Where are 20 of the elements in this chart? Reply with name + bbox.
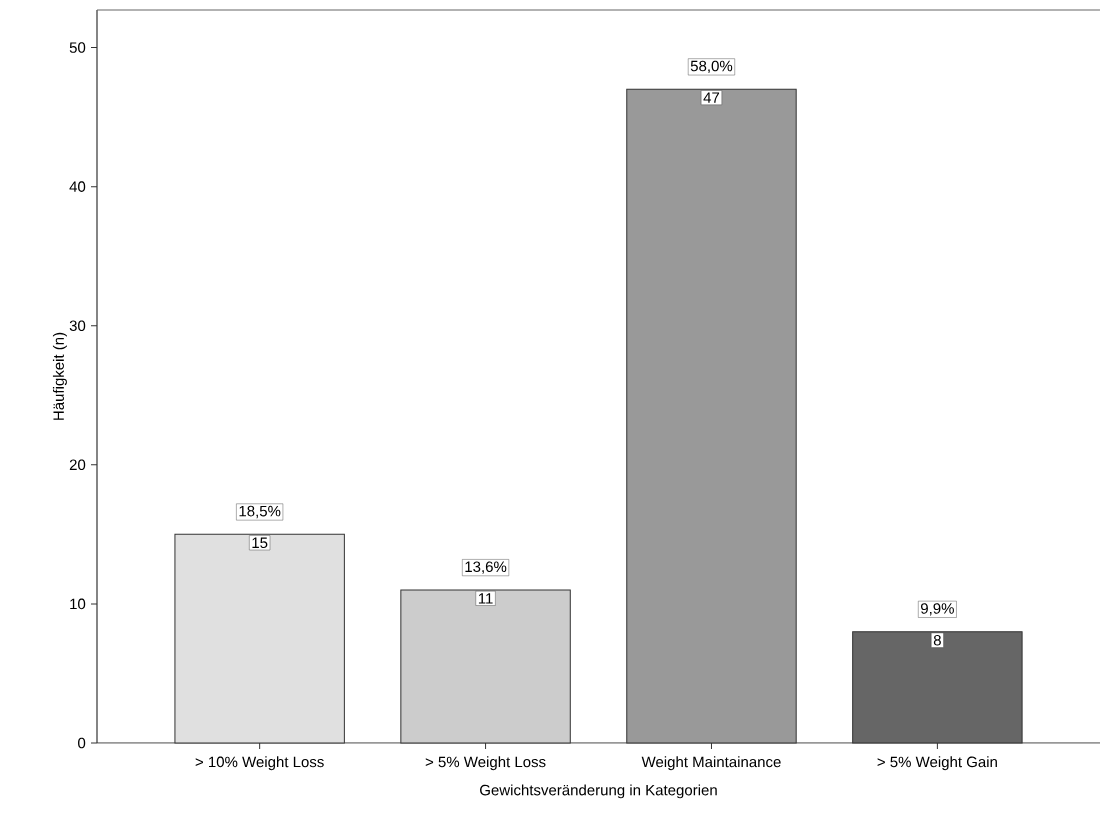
data-label: 15 (252, 537, 268, 549)
annotation: 18,5% (239, 505, 281, 519)
annotation: 9,9% (920, 603, 954, 616)
y-tick-label: 0 (78, 737, 86, 749)
y-tick-label: 50 (69, 42, 86, 53)
data-label: 8 (933, 634, 941, 646)
annotation: 13,6% (465, 561, 507, 574)
x-tick-label: > 5% Weight Loss (425, 756, 546, 771)
annotation: 58,0% (690, 60, 733, 74)
y-tick-label: 20 (69, 459, 86, 471)
y-tick-label: 10 (70, 598, 86, 610)
x-tick-label: > 5% Weight Gain (877, 756, 997, 771)
data-label: 47 (703, 92, 720, 103)
x-axis-title: Gewichtsveränderung in Kategorien (480, 784, 717, 799)
y-tick-label: 40 (69, 181, 86, 192)
y-tick-label: 30 (69, 320, 86, 332)
x-tick-label: Weight Maintainance (641, 756, 781, 771)
x-tick-label: > 10% Weight Loss (195, 756, 324, 771)
data-label: 11 (478, 593, 493, 604)
y-axis-title: Häufigkeit (n) (52, 332, 67, 420)
